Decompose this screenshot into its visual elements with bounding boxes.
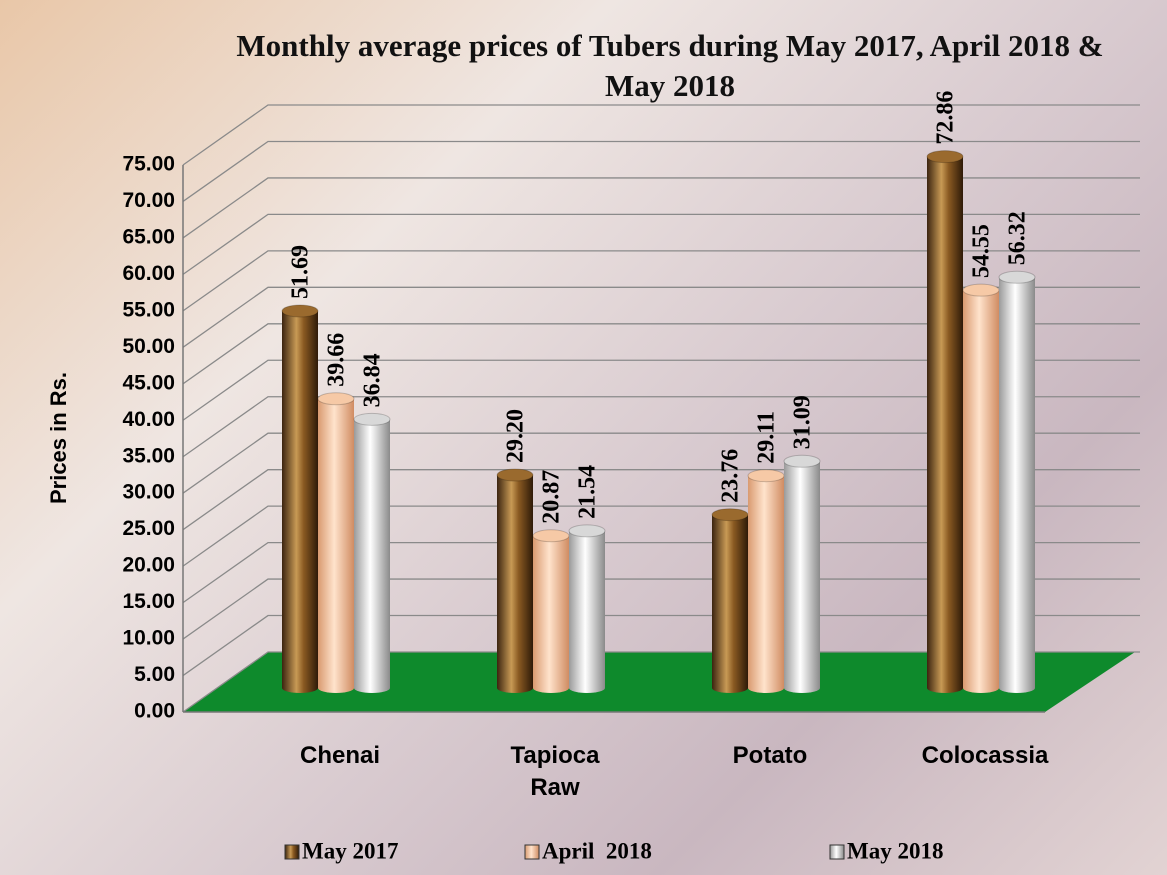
- bar: [318, 398, 354, 688]
- bar: [354, 419, 390, 688]
- x-tick-label: Colocassia: [921, 742, 1049, 769]
- y-tick-label: 65.00: [122, 225, 175, 248]
- bar-base: [748, 683, 784, 693]
- x-tick-label: Potato: [732, 742, 808, 769]
- y-tick-label: 10.00: [122, 627, 175, 650]
- y-tick-label: 55.00: [122, 298, 175, 321]
- y-tick-label: 25.00: [122, 517, 175, 540]
- legend-label: April 2018: [542, 838, 652, 863]
- y-tick-label: 50.00: [122, 335, 175, 358]
- grid-line: [182, 213, 1140, 275]
- grid-line: [182, 432, 1140, 494]
- y-tick-label: 60.00: [122, 262, 175, 285]
- grid-line: [182, 359, 1140, 421]
- grid-line: [182, 286, 1140, 348]
- value-label: 54.55: [969, 224, 995, 278]
- bar-top: [317, 392, 355, 406]
- x-tick-label: Chenai: [299, 742, 380, 769]
- grid-line: [182, 104, 1140, 166]
- value-label: 21.54: [575, 465, 601, 519]
- grid-line: [182, 396, 1140, 458]
- bar-base: [354, 683, 390, 693]
- bar-base: [282, 683, 318, 693]
- bar-base: [533, 683, 569, 693]
- grid-line: [182, 614, 1140, 677]
- grid-line: [182, 250, 1140, 312]
- y-tick-label: 75.00: [122, 153, 175, 176]
- grid-line: [182, 541, 1140, 604]
- bar: [784, 461, 820, 688]
- bar: [712, 514, 748, 688]
- legend-swatch: [284, 844, 300, 860]
- value-label: 72.86: [933, 91, 959, 145]
- bar-base: [569, 683, 605, 693]
- value-label: 31.09: [790, 395, 816, 449]
- y-tick-label: 35.00: [122, 444, 175, 467]
- legend-swatch: [829, 844, 845, 860]
- grid-line: [182, 469, 1140, 531]
- bar-top: [962, 283, 1000, 297]
- bar: [927, 156, 963, 688]
- value-label: 29.20: [503, 409, 529, 463]
- bar: [282, 311, 318, 688]
- y-tick-label: 30.00: [122, 481, 175, 504]
- grid-line: [182, 651, 1140, 713]
- y-tick-label: 40.00: [122, 408, 175, 431]
- bar-top: [783, 454, 821, 468]
- value-label: 56.32: [1005, 211, 1031, 265]
- value-label: 29.11: [754, 411, 780, 464]
- bar-top: [998, 270, 1036, 284]
- y-tick-label: 45.00: [122, 371, 175, 394]
- bar-top: [568, 524, 606, 538]
- x-tick-label: Tapioca Raw: [510, 742, 600, 801]
- value-label: 51.69: [288, 245, 314, 299]
- bar-base: [712, 683, 748, 693]
- bar: [748, 475, 784, 688]
- bar: [963, 290, 999, 688]
- bar: [533, 535, 569, 688]
- bar-base: [318, 683, 354, 693]
- bar-top: [926, 150, 964, 164]
- grid-line: [182, 177, 1140, 239]
- bar-top: [747, 469, 785, 483]
- bar-base: [999, 683, 1035, 693]
- grid-line: [182, 505, 1140, 567]
- bar-top: [711, 508, 749, 522]
- bar-top: [353, 412, 391, 426]
- grid-line: [182, 323, 1140, 385]
- legend-label: May 2017: [302, 838, 398, 863]
- bar-top: [281, 304, 319, 318]
- value-label: 20.87: [539, 470, 565, 524]
- value-label: 23.76: [718, 449, 744, 503]
- bar-base: [927, 683, 963, 693]
- grid-line: [182, 578, 1140, 640]
- y-tick-label: 15.00: [122, 590, 175, 613]
- bar-base: [497, 683, 533, 693]
- y-tick-label: 70.00: [122, 189, 175, 212]
- y-tick-label: 5.00: [134, 663, 175, 686]
- bar: [497, 475, 533, 688]
- y-tick-label: 0.00: [134, 700, 175, 723]
- legend-label: May 2018: [847, 838, 943, 863]
- floor: [183, 652, 1135, 712]
- bar-base: [963, 683, 999, 693]
- bar: [999, 277, 1035, 688]
- value-label: 36.84: [360, 353, 386, 407]
- legend-swatch: [524, 844, 540, 860]
- value-label: 39.66: [324, 333, 350, 387]
- bar-base: [784, 683, 820, 693]
- bar-top: [532, 529, 570, 543]
- bar-top: [496, 468, 534, 482]
- bar: [569, 530, 605, 688]
- grid-line: [182, 140, 1140, 202]
- chart-title: Monthly average prices of Tubers during …: [236, 28, 1104, 103]
- y-axis-label: Prices in Rs.: [46, 372, 71, 504]
- y-tick-label: 20.00: [122, 554, 175, 577]
